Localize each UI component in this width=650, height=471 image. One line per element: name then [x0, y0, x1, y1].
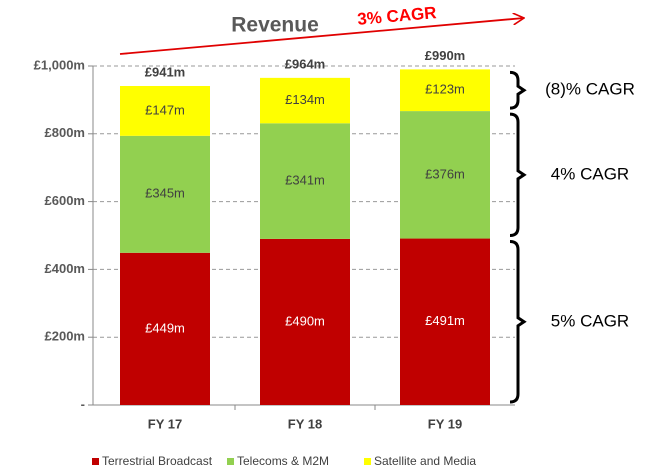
chart-title: Revenue — [231, 14, 319, 37]
legend-swatch — [227, 458, 234, 465]
y-tick-label: £400m — [45, 261, 85, 276]
bracket — [509, 70, 527, 110]
legend-label: Terrestrial Broadcast — [102, 454, 213, 468]
y-tick-label: £200m — [45, 329, 85, 344]
legend-label: Telecoms & M2M — [237, 454, 329, 468]
bar-segment — [400, 111, 490, 239]
bar-segment — [120, 135, 210, 253]
legend-swatch — [364, 458, 371, 465]
y-tick-label: - — [81, 396, 85, 411]
y-tick-label: £600m — [45, 193, 85, 208]
value-label: £376m — [425, 166, 465, 181]
value-label: £147m — [145, 102, 185, 117]
bracket — [509, 112, 527, 238]
value-label: £345m — [145, 186, 185, 201]
x-tick-label: FY 17 — [148, 416, 182, 431]
bar-segment — [400, 238, 490, 405]
x-tick-label: FY 18 — [288, 416, 322, 431]
bar-segment — [120, 86, 210, 136]
value-label: £490m — [285, 313, 325, 328]
trend-arrow — [119, 18, 524, 55]
trend-annotation: 3% CAGR — [357, 3, 438, 29]
cagr-annotation: (8)% CAGR — [545, 80, 635, 99]
total-label: £964m — [285, 57, 325, 72]
total-label: £941m — [145, 64, 185, 79]
y-tick-label: £800m — [45, 125, 85, 140]
cagr-annotation: 5% CAGR — [551, 311, 629, 330]
legend-swatch — [92, 458, 99, 465]
bar-segment — [260, 77, 350, 124]
bar-segment — [260, 123, 350, 239]
legend-label: Satellite and Media — [374, 454, 476, 468]
bar-segment — [120, 252, 210, 405]
cagr-annotation: 4% CAGR — [551, 164, 629, 183]
bar-segment — [400, 69, 490, 112]
bracket — [509, 240, 527, 404]
value-label: £134m — [285, 92, 325, 107]
bar-segment — [260, 238, 350, 405]
x-tick-label: FY 19 — [428, 416, 462, 431]
total-label: £990m — [425, 48, 465, 63]
value-label: £123m — [425, 82, 465, 97]
value-label: £449m — [145, 320, 185, 335]
y-tick-label: £1,000m — [34, 57, 85, 72]
value-label: £341m — [285, 173, 325, 188]
value-label: £491m — [425, 313, 465, 328]
